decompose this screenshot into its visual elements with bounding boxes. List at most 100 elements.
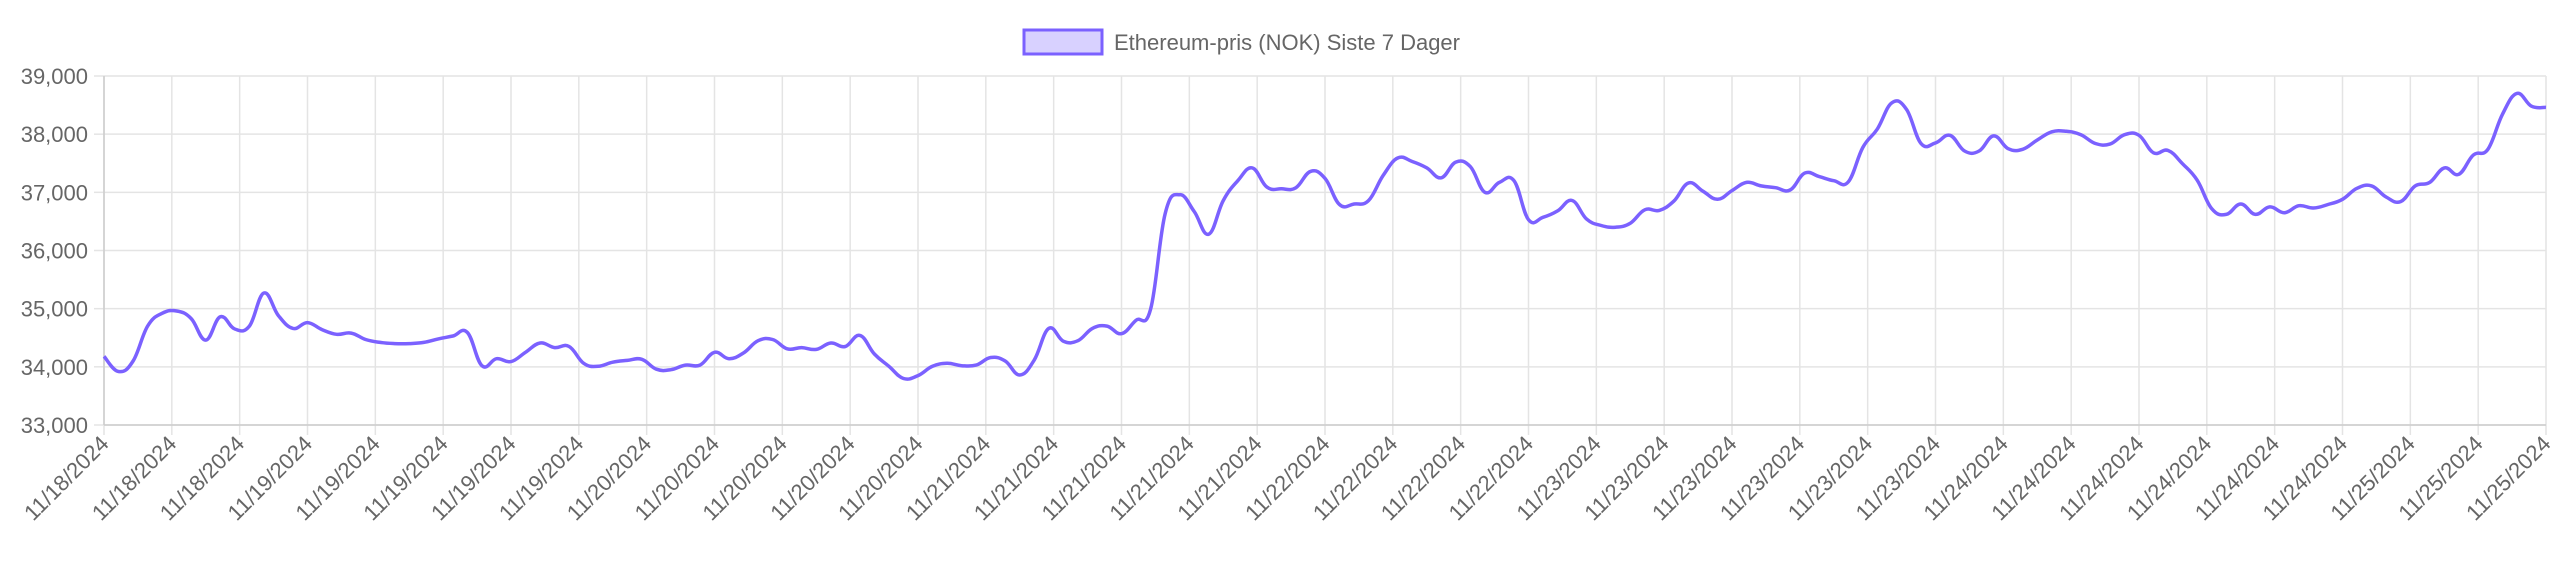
data-point[interactable] bbox=[274, 312, 282, 320]
data-point[interactable] bbox=[1219, 197, 1227, 205]
data-point[interactable] bbox=[347, 329, 355, 337]
data-point[interactable] bbox=[2498, 110, 2506, 118]
data-point[interactable] bbox=[885, 362, 893, 370]
data-point[interactable] bbox=[2542, 103, 2550, 111]
data-point[interactable] bbox=[841, 343, 849, 351]
data-point[interactable] bbox=[1365, 197, 1373, 205]
data-point[interactable] bbox=[1583, 215, 1591, 223]
data-point[interactable] bbox=[2309, 204, 2317, 212]
data-point[interactable] bbox=[1336, 201, 1344, 209]
data-point[interactable] bbox=[2091, 140, 2099, 148]
data-point[interactable] bbox=[304, 319, 312, 327]
data-point[interactable] bbox=[362, 336, 370, 344]
data-point[interactable] bbox=[2339, 195, 2347, 203]
data-point[interactable] bbox=[2048, 128, 2056, 136]
data-point[interactable] bbox=[1888, 99, 1896, 107]
data-point[interactable] bbox=[551, 344, 559, 352]
data-point[interactable] bbox=[391, 340, 399, 348]
data-point[interactable] bbox=[1161, 210, 1169, 218]
data-point[interactable] bbox=[2150, 149, 2158, 157]
data-point[interactable] bbox=[1466, 163, 1474, 171]
data-point[interactable] bbox=[914, 372, 922, 380]
data-point[interactable] bbox=[2208, 205, 2216, 213]
data-point[interactable] bbox=[1830, 177, 1838, 185]
data-point[interactable] bbox=[725, 355, 733, 363]
data-point[interactable] bbox=[696, 361, 704, 369]
data-point[interactable] bbox=[958, 362, 966, 370]
data-point[interactable] bbox=[507, 358, 515, 366]
data-point[interactable] bbox=[1176, 191, 1184, 199]
data-point[interactable] bbox=[812, 345, 820, 353]
data-point[interactable] bbox=[1873, 125, 1881, 133]
data-point[interactable] bbox=[1234, 177, 1242, 185]
data-point[interactable] bbox=[1902, 105, 1910, 113]
data-point[interactable] bbox=[1946, 131, 1954, 139]
data-point[interactable] bbox=[2237, 200, 2245, 208]
data-point[interactable] bbox=[929, 362, 937, 370]
data-point[interactable] bbox=[173, 307, 181, 315]
data-point[interactable] bbox=[1655, 206, 1663, 214]
data-point[interactable] bbox=[1379, 172, 1387, 180]
data-point[interactable] bbox=[100, 352, 108, 360]
data-point[interactable] bbox=[2368, 182, 2376, 190]
data-point[interactable] bbox=[1859, 144, 1867, 152]
data-point[interactable] bbox=[1059, 337, 1067, 345]
data-point[interactable] bbox=[1670, 197, 1678, 205]
data-point[interactable] bbox=[769, 336, 777, 344]
data-point[interactable] bbox=[609, 358, 617, 366]
data-point[interactable] bbox=[652, 365, 660, 373]
data-point[interactable] bbox=[2121, 131, 2129, 139]
data-point[interactable] bbox=[667, 366, 675, 374]
data-point[interactable] bbox=[1597, 222, 1605, 230]
data-point[interactable] bbox=[216, 313, 224, 321]
data-point[interactable] bbox=[405, 340, 413, 348]
data-point[interactable] bbox=[2397, 198, 2405, 206]
data-point[interactable] bbox=[900, 375, 908, 383]
data-point[interactable] bbox=[1103, 322, 1111, 330]
data-point[interactable] bbox=[987, 354, 995, 362]
data-point[interactable] bbox=[1699, 187, 1707, 195]
data-point[interactable] bbox=[1394, 154, 1402, 162]
data-point[interactable] bbox=[2062, 127, 2070, 135]
data-point[interactable] bbox=[1772, 184, 1780, 192]
data-point[interactable] bbox=[1844, 178, 1852, 186]
data-point[interactable] bbox=[2222, 210, 2230, 218]
data-point[interactable] bbox=[1641, 206, 1649, 214]
data-point[interactable] bbox=[711, 348, 719, 356]
data-point[interactable] bbox=[1786, 186, 1794, 194]
data-point[interactable] bbox=[1147, 305, 1155, 313]
data-point[interactable] bbox=[2382, 193, 2390, 201]
data-point[interactable] bbox=[2106, 140, 2114, 148]
data-point[interactable] bbox=[1437, 174, 1445, 182]
data-point[interactable] bbox=[187, 315, 195, 323]
data-point[interactable] bbox=[594, 362, 602, 370]
data-point[interactable] bbox=[318, 326, 326, 334]
data-point[interactable] bbox=[1525, 216, 1533, 224]
legend-label[interactable]: Ethereum-pris (NOK) Siste 7 Dager bbox=[1114, 30, 1460, 55]
data-point[interactable] bbox=[1045, 324, 1053, 332]
data-point[interactable] bbox=[1743, 178, 1751, 186]
data-point[interactable] bbox=[623, 356, 631, 364]
data-point[interactable] bbox=[2411, 182, 2419, 190]
data-point[interactable] bbox=[1292, 184, 1300, 192]
data-point[interactable] bbox=[289, 324, 297, 332]
data-point[interactable] bbox=[1001, 357, 1009, 365]
data-point[interactable] bbox=[2193, 176, 2201, 184]
data-point[interactable] bbox=[1626, 219, 1634, 227]
data-point[interactable] bbox=[2251, 210, 2259, 218]
data-point[interactable] bbox=[144, 322, 152, 330]
data-point[interactable] bbox=[2077, 131, 2085, 139]
data-point[interactable] bbox=[681, 361, 689, 369]
data-point[interactable] bbox=[158, 309, 166, 317]
data-point[interactable] bbox=[1481, 188, 1489, 196]
data-point[interactable] bbox=[245, 322, 253, 330]
data-point[interactable] bbox=[1074, 337, 1082, 345]
data-point[interactable] bbox=[1307, 167, 1315, 175]
data-point[interactable] bbox=[1990, 132, 1998, 140]
data-point[interactable] bbox=[1801, 169, 1809, 177]
data-point[interactable] bbox=[1190, 208, 1198, 216]
data-point[interactable] bbox=[115, 368, 123, 376]
data-point[interactable] bbox=[1757, 182, 1765, 190]
data-point[interactable] bbox=[2455, 170, 2463, 178]
data-point[interactable] bbox=[1728, 187, 1736, 195]
